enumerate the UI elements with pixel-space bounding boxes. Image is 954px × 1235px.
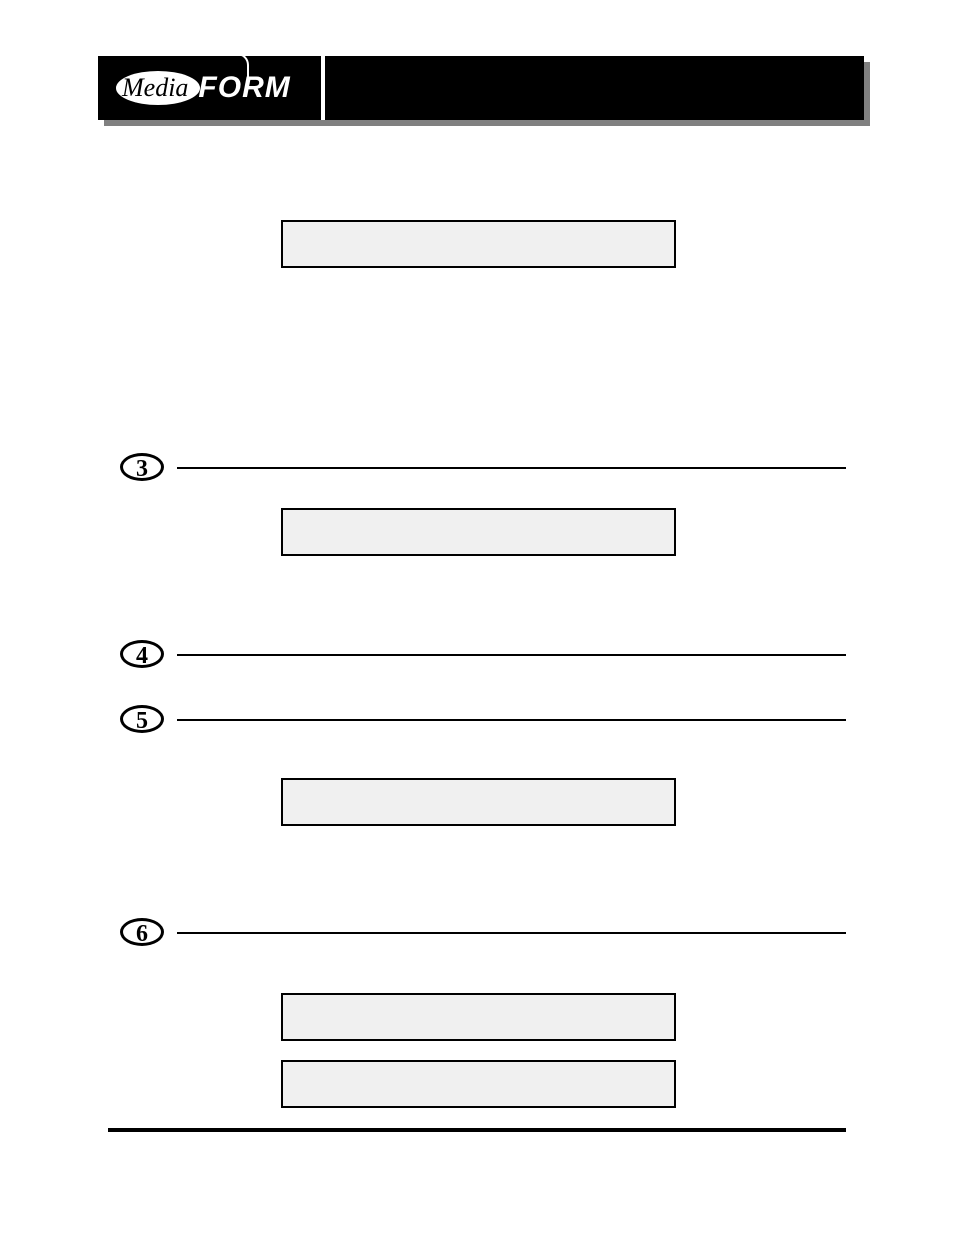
step-rule-4: [177, 654, 846, 656]
step-marker-4: 4: [120, 640, 164, 668]
footer-rule: [108, 1128, 846, 1132]
step-rule-5: [177, 719, 846, 721]
logo-form: FORM: [198, 71, 290, 105]
step-marker-5: 5: [120, 705, 164, 733]
display-box-4: [281, 993, 676, 1041]
step-rule-3: [177, 467, 846, 469]
logo: Media FORM: [98, 56, 321, 120]
display-box-1: [281, 220, 676, 268]
display-box-3: [281, 778, 676, 826]
header-bar: Media FORM: [98, 56, 864, 120]
step-rule-6: [177, 932, 846, 934]
display-box-5: [281, 1060, 676, 1108]
logo-media-text: Media: [116, 71, 200, 105]
header-separator: [321, 56, 325, 120]
logo-media: Media: [116, 71, 200, 105]
step-marker-3: 3: [120, 453, 164, 481]
step-marker-6: 6: [120, 918, 164, 946]
display-box-2: [281, 508, 676, 556]
